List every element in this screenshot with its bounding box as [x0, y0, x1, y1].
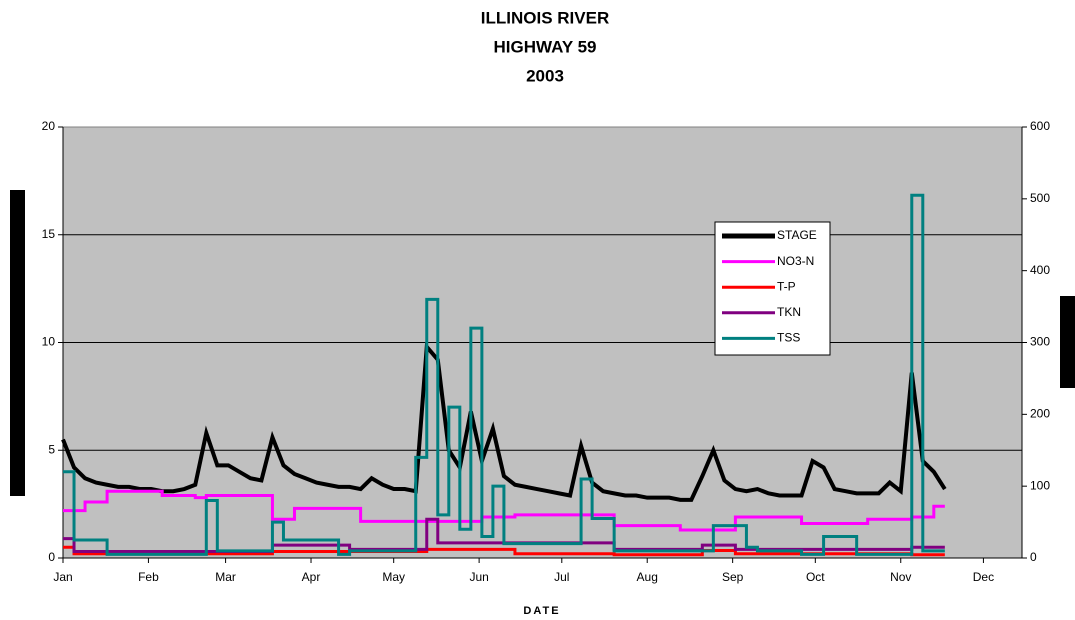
y2-tick-label: 0 [1030, 550, 1037, 564]
x-tick-label: Jan [53, 570, 72, 584]
y-axis-label-redacted [10, 190, 25, 496]
x-tick-label: Feb [138, 570, 159, 584]
y2-tick-label: 200 [1030, 407, 1050, 421]
y-tick-label: 5 [48, 442, 55, 456]
chart-title: 2003 [526, 66, 564, 85]
x-tick-label: Oct [806, 570, 825, 584]
legend-label: STAGE [777, 228, 817, 242]
x-tick-label: Aug [637, 570, 658, 584]
y-tick-label: 15 [42, 227, 56, 241]
series-line [61, 341, 947, 502]
x-tick-label: Jun [469, 570, 488, 584]
y-tick-label: 10 [42, 335, 56, 349]
series-line [63, 489, 945, 532]
y2-tick-label: 100 [1030, 478, 1050, 492]
y2-tick-label: 600 [1030, 119, 1050, 133]
x-tick-label: May [382, 570, 405, 584]
series-line [63, 545, 945, 557]
x-tick-label: Nov [890, 570, 911, 584]
x-tick-label: Dec [973, 570, 994, 584]
x-tick-label: Jul [554, 570, 569, 584]
legend-label: TKN [777, 305, 801, 319]
x-tick-label: Mar [215, 570, 236, 584]
x-tick-label: Apr [302, 570, 321, 584]
legend-label: NO3-N [777, 254, 814, 268]
legend-label: TSS [777, 331, 800, 345]
y2-tick-label: 500 [1030, 191, 1050, 205]
y2-axis-label-redacted [1060, 296, 1075, 388]
y2-tick-label: 300 [1030, 335, 1050, 349]
chart-title: HIGHWAY 59 [494, 37, 597, 56]
y-tick-label: 20 [42, 119, 56, 133]
chart-title: ILLINOIS RIVER [481, 8, 609, 27]
x-axis-label: DATE [523, 605, 560, 617]
y-tick-label: 0 [48, 550, 55, 564]
legend-label: T-P [777, 279, 796, 293]
y2-tick-label: 400 [1030, 263, 1050, 277]
series-line [63, 193, 945, 556]
x-tick-label: Sep [722, 570, 744, 584]
